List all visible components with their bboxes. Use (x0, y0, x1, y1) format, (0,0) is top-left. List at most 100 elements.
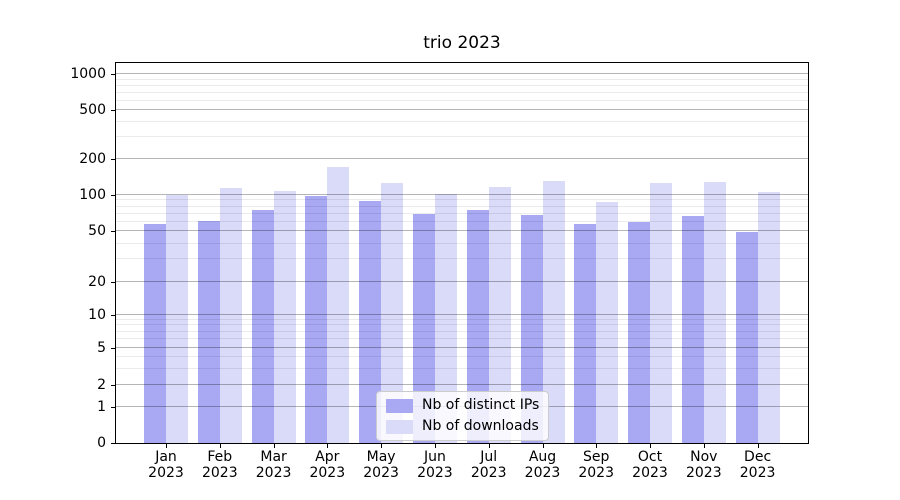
gridline-major (116, 157, 808, 159)
bar-ips-sep (574, 224, 597, 443)
gridline-minor (116, 330, 808, 332)
gridline-major (116, 313, 808, 315)
bar-ips-dec (735, 232, 758, 443)
bar-downloads-apr (327, 167, 350, 443)
gridline-minor (116, 324, 808, 326)
bar-downloads-dec (757, 191, 780, 443)
gridline-major (116, 193, 808, 195)
bar-downloads-jan (166, 194, 188, 443)
gridline-major (116, 280, 808, 282)
legend-label-downloads: Nb of downloads (422, 418, 539, 434)
legend-swatch-distinct-ips (386, 398, 413, 413)
bars-layer (116, 63, 808, 443)
bar-ips-oct (628, 222, 650, 443)
bar-ips-apr (305, 196, 328, 443)
x-tick-label-jun: Jun 2023 (417, 449, 453, 481)
x-tick-label-dec: Dec 2023 (739, 449, 776, 481)
x-tick-label-feb: Feb 2023 (201, 449, 238, 481)
gridline-minor (116, 78, 808, 80)
legend-item-downloads: Nb of downloads (386, 418, 539, 435)
y-tick-label: 50 (88, 223, 106, 240)
y-tick-label: 500 (79, 102, 106, 119)
bar-ips-jun (412, 213, 435, 443)
gridline-minor (116, 84, 808, 86)
gridline-minor (116, 205, 808, 207)
bar-ips-jul (466, 209, 489, 443)
y-tick-mark (111, 110, 115, 112)
x-tick-mark (650, 444, 651, 448)
gridline-minor (116, 242, 808, 244)
x-tick-mark (273, 444, 275, 448)
bar-downloads-may (381, 183, 404, 443)
legend-item-distinct-ips: Nb of distinct IPs (386, 397, 539, 414)
y-tick-mark (111, 385, 115, 387)
gridline-minor (116, 367, 808, 369)
bar-downloads-sep (596, 202, 619, 443)
gridline-minor (116, 91, 808, 93)
x-tick-mark (381, 444, 383, 448)
gridline-minor (116, 136, 808, 138)
y-tick-mark (111, 281, 115, 283)
x-tick-label-oct: Oct 2023 (632, 449, 668, 481)
gridline-minor (116, 337, 808, 339)
x-tick-mark (488, 444, 490, 448)
gridline-major (116, 384, 808, 386)
x-tick-label-nov: Nov 2023 (685, 449, 722, 481)
legend: Nb of distinct IPs Nb of downloads (376, 391, 550, 441)
x-tick-label-may: May 2023 (363, 449, 399, 481)
y-tick-mark (111, 73, 115, 75)
x-tick-mark (703, 444, 705, 448)
gridline-major (116, 346, 808, 348)
y-tick-label: 20 (88, 273, 106, 290)
gridline-minor (116, 220, 808, 222)
x-tick-label-sep: Sep 2023 (578, 449, 614, 481)
y-tick-label: 5 (97, 339, 106, 356)
x-tick-mark (596, 444, 598, 448)
x-tick-mark (434, 444, 436, 448)
x-tick-label-mar: Mar 2023 (255, 449, 292, 481)
bar-downloads-aug (542, 181, 565, 443)
x-tick-mark (327, 444, 329, 448)
x-tick-mark (757, 444, 759, 448)
bar-downloads-nov (703, 181, 726, 443)
bar-ips-mar (251, 209, 274, 443)
y-tick-mark (111, 231, 115, 233)
gridline-minor (116, 99, 808, 101)
bar-ips-feb (197, 220, 220, 443)
gridline-minor (116, 318, 808, 320)
gridline-minor (116, 212, 808, 214)
plot-area: Nb of distinct IPs Nb of downloads (115, 62, 809, 444)
bar-downloads-jun (434, 193, 457, 443)
y-tick-label: 1 (97, 399, 106, 416)
y-tick-mark (111, 194, 115, 196)
x-tick-label-jul: Jul 2023 (470, 449, 507, 481)
grid-layer (116, 63, 808, 443)
gridline-minor (116, 199, 808, 201)
y-tick-label: 2 (97, 377, 106, 394)
bar-downloads-mar (273, 191, 296, 443)
y-tick-label: 100 (79, 186, 106, 203)
chart-title: trio 2023 (423, 33, 501, 53)
gridline-minor (116, 258, 808, 260)
gridline-minor (116, 121, 808, 122)
bar-ips-aug (520, 215, 543, 443)
y-tick-label: 200 (79, 150, 106, 167)
legend-label-distinct-ips: Nb of distinct IPs (422, 397, 540, 413)
gridline-major (116, 230, 808, 232)
y-tick-mark (111, 347, 115, 349)
y-tick-mark (111, 443, 115, 444)
gridline-major (116, 109, 808, 111)
x-tick-mark (542, 444, 544, 448)
x-tick-mark (219, 444, 221, 448)
y-tick-mark (111, 407, 115, 409)
y-tick-mark (111, 158, 115, 160)
x-tick-label-jan: Jan 2023 (148, 449, 184, 481)
bar-ips-jan (144, 224, 166, 443)
gridline-major (116, 72, 808, 74)
y-tick-mark (111, 314, 115, 316)
x-tick-label-apr: Apr 2023 (309, 449, 346, 481)
bar-ips-may (359, 200, 382, 443)
bar-downloads-jul (488, 187, 511, 443)
gridline-minor (116, 355, 808, 357)
y-tick-label: 1000 (70, 65, 106, 82)
